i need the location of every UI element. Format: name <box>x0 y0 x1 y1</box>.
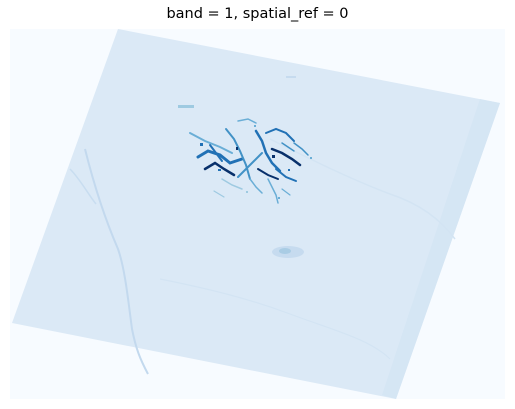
river-line-2 <box>69 168 97 205</box>
river-line-4 <box>159 278 391 360</box>
raster-image <box>10 29 505 399</box>
river-line-3 <box>269 138 456 240</box>
scene-edge-shade <box>382 99 500 399</box>
glacier-speckles <box>200 125 312 199</box>
glacier-cluster <box>189 118 309 204</box>
plot-title: band = 1, spatial_ref = 0 <box>166 6 349 22</box>
feature-top <box>178 105 194 108</box>
river-line <box>84 148 149 375</box>
scene-footprint <box>12 29 500 399</box>
